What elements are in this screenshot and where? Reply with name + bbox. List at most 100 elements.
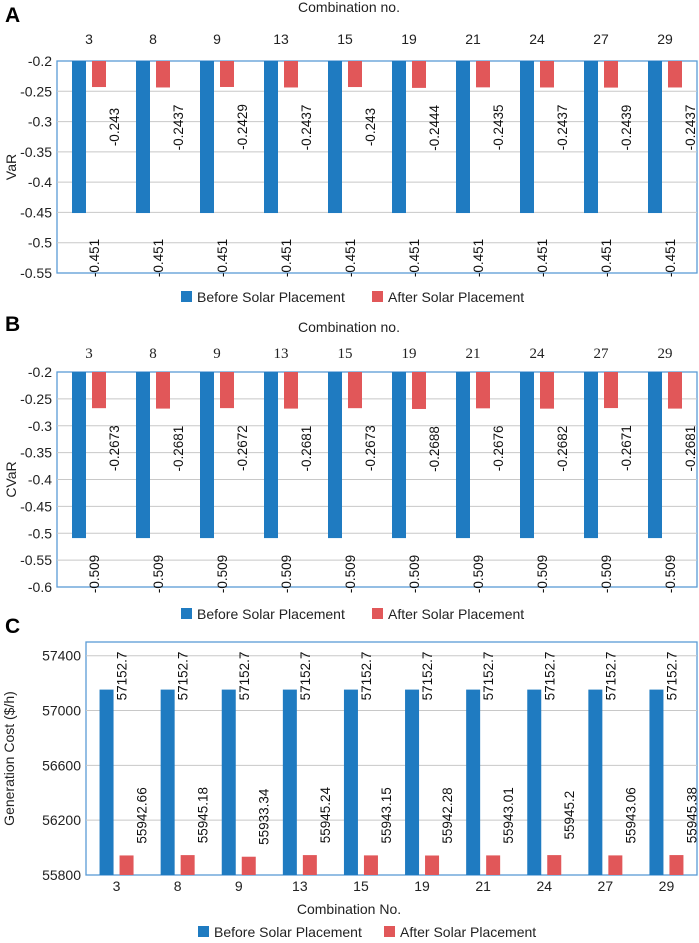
y-tick-label: -0.3 [28, 418, 52, 434]
data-label-after: -0.2437 [171, 105, 186, 151]
bar-after-solar [156, 372, 170, 409]
data-label-before: 57152.7 [298, 652, 313, 701]
y-tick-label: -0.4 [28, 472, 52, 488]
bar-before-solar [221, 689, 236, 875]
bar-after-solar [92, 372, 106, 409]
bar-before-solar [584, 372, 598, 539]
category-label: 9 [235, 878, 243, 894]
bar-after-solar [412, 372, 426, 409]
bar-after-solar [547, 855, 562, 875]
category-label: 3 [85, 31, 93, 47]
data-label-after: -0.2682 [555, 426, 570, 472]
bar-before-solar [282, 689, 297, 875]
category-label: 8 [149, 346, 157, 362]
data-label-after: 55933.34 [257, 788, 272, 845]
data-label-before: -0.509 [663, 555, 678, 593]
data-label-before: -0.451 [87, 239, 102, 277]
y-tick-label: -0.5 [28, 235, 52, 251]
bar-before-solar [648, 372, 662, 539]
category-label: 13 [274, 346, 289, 362]
y-tick-label: -0.55 [20, 265, 52, 281]
data-label-after: -0.243 [363, 108, 378, 146]
bar-before-solar [264, 372, 278, 539]
panel-letter: C [5, 615, 20, 638]
data-label-before: 57152.7 [359, 652, 374, 701]
bar-before-solar [343, 689, 358, 875]
data-label-after: 55945.2 [562, 791, 577, 840]
data-label-after: -0.2672 [235, 425, 250, 471]
bar-before-solar [328, 61, 342, 214]
bar-after-solar [669, 855, 684, 875]
category-label: 27 [598, 878, 614, 894]
bar-before-solar [520, 61, 534, 214]
data-label-after: -0.2681 [683, 426, 698, 472]
bar-before-solar [72, 372, 86, 539]
bar-after-solar [241, 856, 256, 875]
data-label-after: 55945.38 [684, 787, 699, 843]
legend-swatch-before [181, 608, 192, 619]
data-label-after: 55942.28 [440, 787, 455, 843]
data-label-before: -0.509 [87, 555, 102, 593]
y-tick-label: -0.25 [20, 83, 52, 99]
y-tick-label: -0.2 [28, 53, 52, 69]
y-tick-label: -0.3 [28, 114, 52, 130]
data-label-after: -0.2444 [427, 105, 442, 151]
legend-swatch-before [181, 291, 192, 302]
bar-after-solar [604, 372, 618, 409]
category-label: 24 [530, 346, 546, 362]
y-tick-label: -0.45 [20, 204, 52, 220]
y-tick-label: -0.4 [28, 174, 52, 190]
category-label: 21 [465, 31, 481, 47]
bar-after-solar [92, 61, 106, 88]
y-tick-label: 57400 [42, 648, 81, 664]
data-label-before: -0.509 [599, 555, 614, 593]
category-label: 24 [529, 31, 545, 47]
bar-after-solar [284, 372, 298, 409]
legend-swatch-after [372, 291, 383, 302]
category-label: 27 [594, 346, 610, 362]
data-label-before: 57152.7 [176, 652, 191, 701]
legend-label-before: Before Solar Placement [197, 606, 345, 622]
chart-panel-c: C 55800 56200 56600 57000 57400 Generation Cos… [1, 615, 699, 940]
category-label: 15 [338, 346, 353, 362]
data-label-before: -0.509 [407, 555, 422, 593]
data-label-before: -0.509 [343, 555, 358, 593]
legend: Before Solar Placement After Solar Placem… [198, 924, 536, 940]
data-label-after: -0.2688 [427, 426, 442, 472]
bar-after-solar [156, 61, 170, 88]
y-tick-label: 57000 [42, 703, 81, 719]
bar-after-solar [668, 61, 682, 88]
y-axis-title: VaR [3, 154, 19, 180]
data-label-after: 55945.18 [196, 787, 211, 843]
category-label: 29 [659, 878, 675, 894]
data-label-after: 55943.01 [501, 787, 516, 843]
bar-after-solar [668, 372, 682, 409]
data-label-after: 55942.66 [135, 787, 150, 843]
panel-letter: B [5, 313, 20, 336]
bar-before-solar [392, 61, 406, 214]
bar-before-solar [405, 689, 420, 875]
data-label-after: -0.2681 [171, 426, 186, 472]
bar-before-solar [520, 372, 534, 539]
data-label-after: -0.243 [107, 108, 122, 146]
data-label-after: -0.2437 [555, 105, 570, 151]
category-label: 21 [466, 346, 481, 362]
category-label: 8 [149, 31, 157, 47]
bar-after-solar [302, 855, 317, 875]
data-label-before: -0.451 [407, 239, 422, 277]
data-label-before: -0.451 [471, 239, 486, 277]
bar-before-solar [584, 61, 598, 214]
bar-before-solar [392, 372, 406, 539]
bar-before-solar [72, 61, 86, 214]
category-label: 21 [475, 878, 491, 894]
bar-before-solar [466, 689, 481, 875]
bar-before-solar [456, 61, 470, 214]
legend: Before Solar Placement After Solar Placem… [181, 289, 524, 305]
category-label: 3 [85, 346, 93, 362]
category-label: 19 [401, 31, 417, 47]
bar-after-solar [119, 855, 134, 875]
data-label-after: 55943.15 [379, 787, 394, 843]
bar-after-solar [220, 372, 234, 409]
bar-before-solar [200, 61, 214, 214]
category-label: 19 [414, 878, 430, 894]
